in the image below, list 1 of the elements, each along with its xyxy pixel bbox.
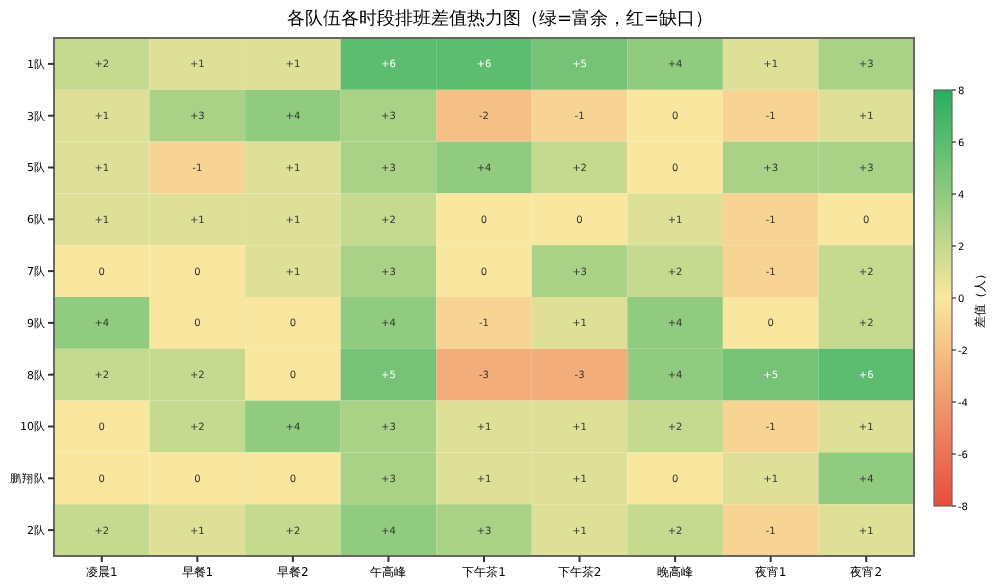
- chart-title: 各队伍各时段排班差值热力图（绿=富余，红=缺口）: [286, 8, 714, 30]
